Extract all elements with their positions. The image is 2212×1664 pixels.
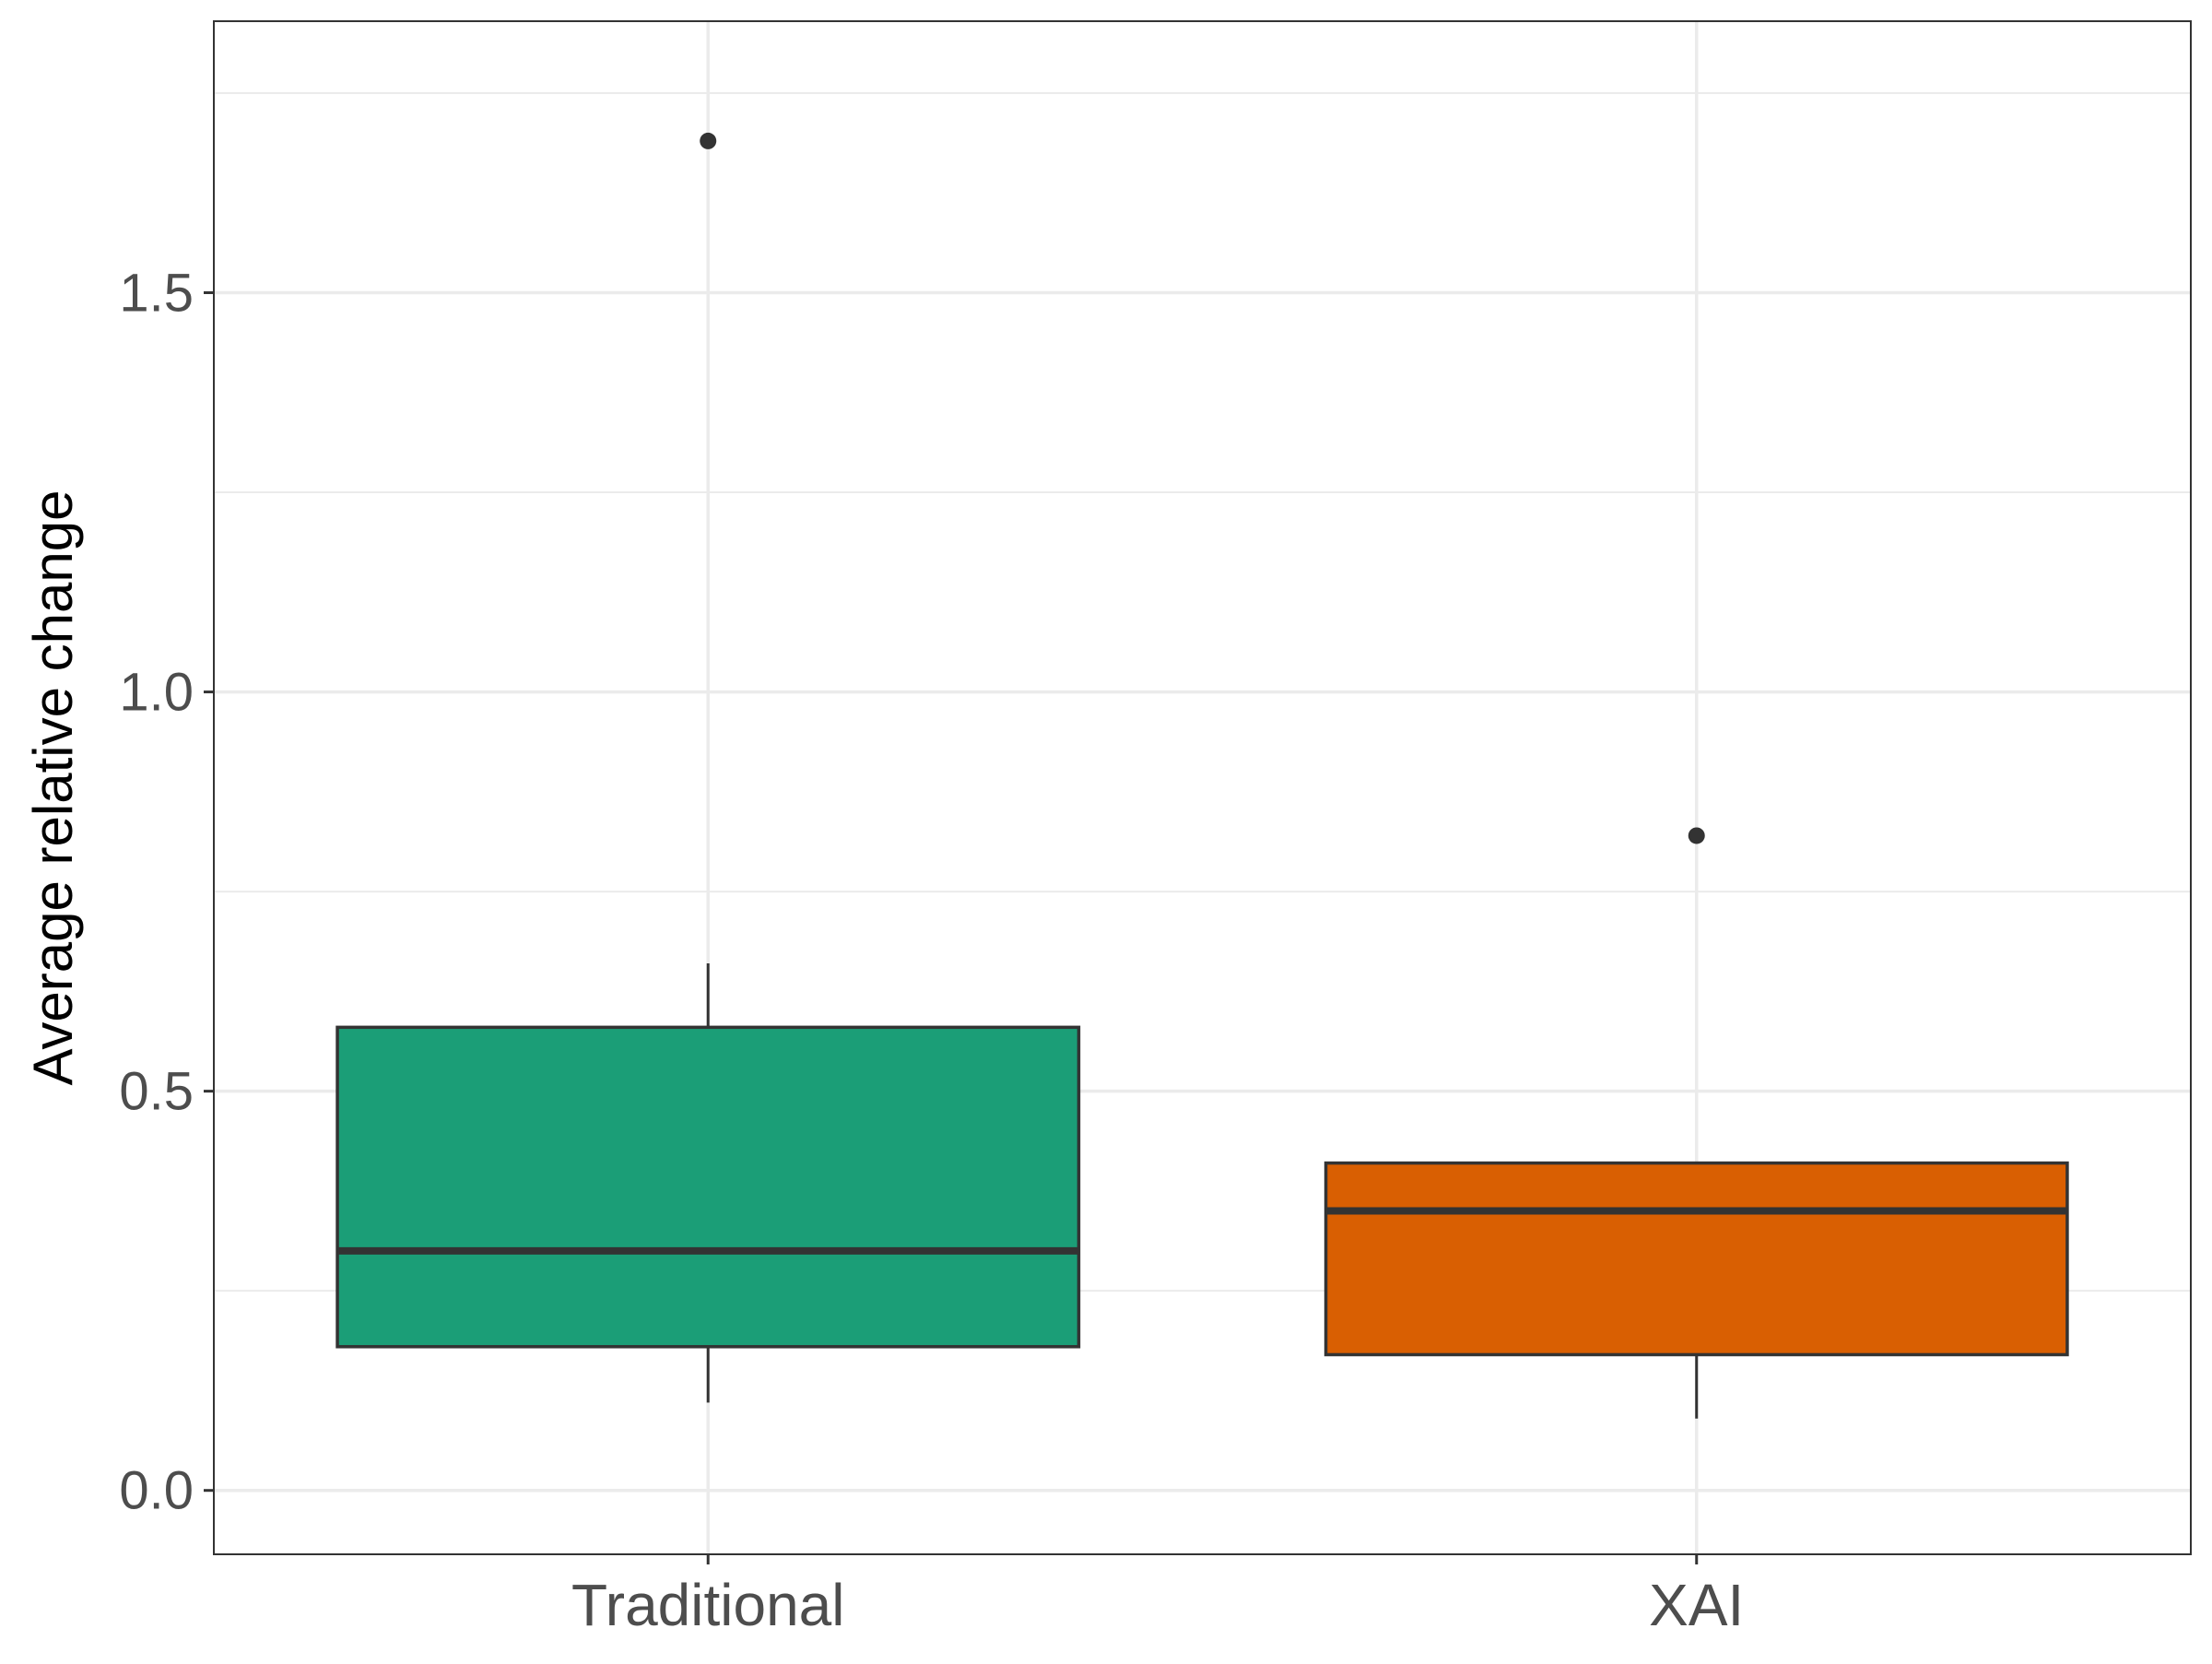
- x-tick-label: XAI: [1649, 1572, 1744, 1638]
- x-tick-label: Traditional: [571, 1572, 844, 1638]
- box-xai: [1324, 827, 2069, 1419]
- y-axis-title: Average relative change: [22, 490, 84, 1086]
- y-tick-label: 1.5: [119, 263, 194, 323]
- iqr-box: [335, 1025, 1081, 1349]
- outlier-point: [1688, 827, 1705, 844]
- y-tick-label: 1.0: [119, 663, 194, 723]
- outlier-point: [700, 132, 717, 149]
- y-tick-label: 0.0: [119, 1461, 194, 1521]
- iqr-box: [1324, 1161, 2069, 1357]
- panel-border: [213, 20, 2192, 1555]
- box-traditional: [335, 132, 1081, 1403]
- box-layer: [335, 132, 2069, 1419]
- axis-layer: 0.0 0.5 1.0 1.5 Traditional XAI: [119, 263, 1744, 1638]
- y-tick-label: 0.5: [119, 1062, 194, 1122]
